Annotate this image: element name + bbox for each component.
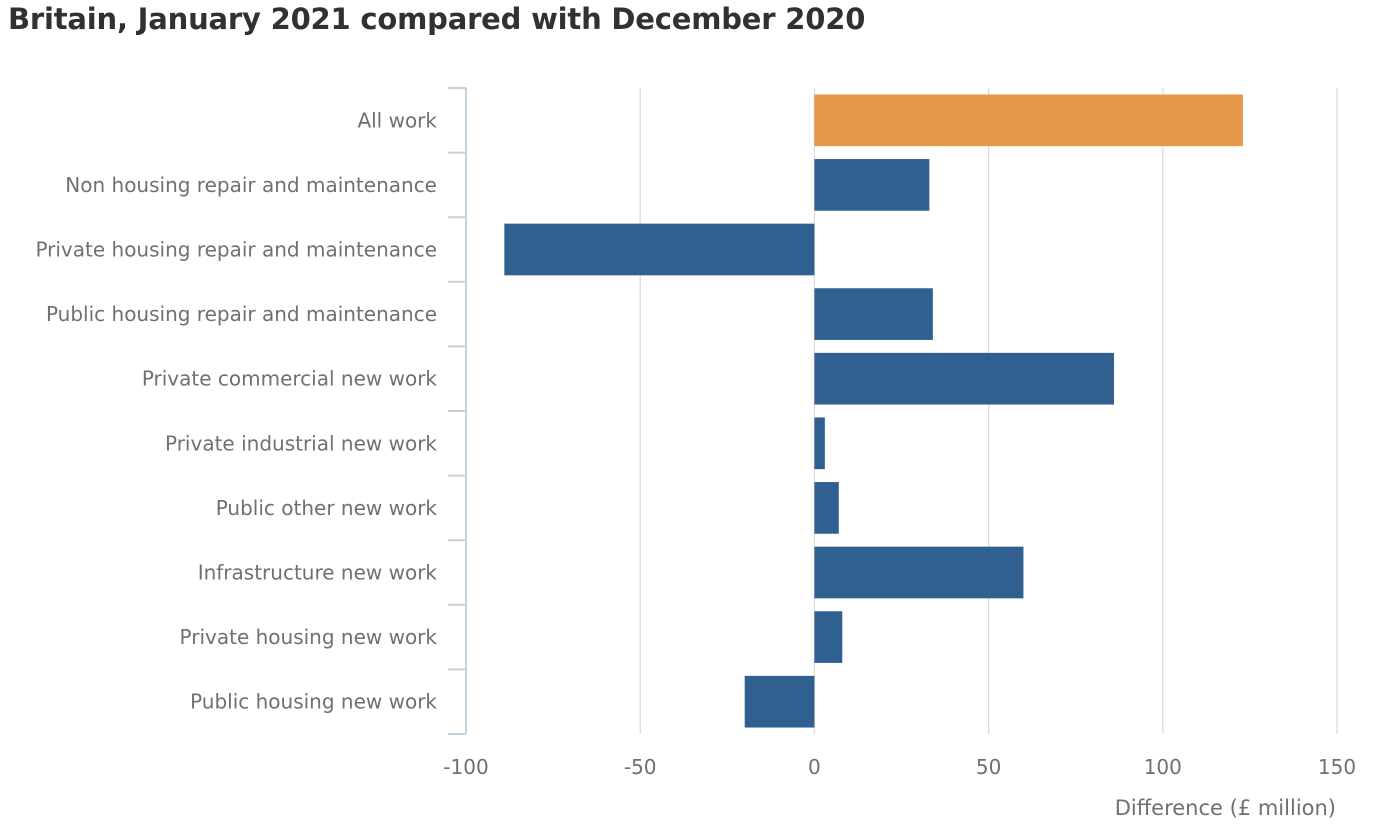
bar (504, 223, 815, 276)
category-label: Private housing repair and maintenance (35, 238, 437, 262)
category-label: All work (357, 108, 437, 132)
category-label: Private commercial new work (142, 367, 438, 391)
bar (814, 159, 930, 211)
category-label: Infrastructure new work (198, 561, 438, 585)
x-tick-label: 100 (1144, 755, 1182, 779)
category-label: Public other new work (216, 496, 438, 520)
bar (814, 352, 1115, 405)
x-axis-title: Difference (£ million) (1115, 796, 1336, 820)
category-axis (448, 87, 467, 735)
x-tick-label: -100 (443, 755, 488, 779)
x-tick-label: 150 (1318, 755, 1356, 779)
category-label: Public housing new work (190, 690, 437, 714)
x-tick-label: -50 (624, 755, 657, 779)
bars (504, 94, 1243, 728)
bar (814, 611, 843, 663)
x-tick-label: 0 (808, 755, 821, 779)
bar (814, 288, 933, 340)
bar (814, 94, 1243, 147)
bar (814, 482, 839, 534)
category-label: Public housing repair and maintenance (46, 302, 437, 326)
chart-title: Britain, January 2021 compared with Dece… (8, 2, 866, 36)
category-label: Private housing new work (180, 625, 438, 649)
category-labels: All work Non housing repair and maintenan… (35, 108, 437, 713)
bar (814, 417, 825, 470)
gridlines (639, 88, 1338, 734)
bar (744, 675, 815, 728)
category-label: Non housing repair and maintenance (65, 173, 437, 197)
x-tick-labels: -100 -50 0 50 100 150 (443, 755, 1356, 779)
bar (814, 546, 1024, 599)
x-tick-label: 50 (976, 755, 1001, 779)
category-label: Private industrial new work (165, 431, 437, 455)
